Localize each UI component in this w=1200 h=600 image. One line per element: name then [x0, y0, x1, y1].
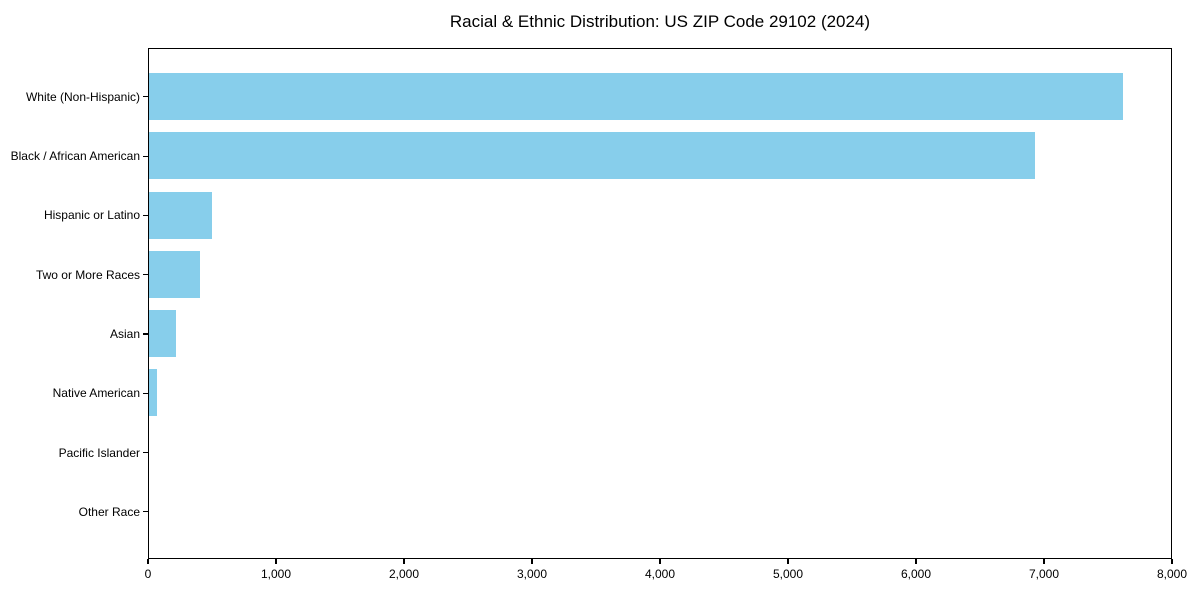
bar — [149, 132, 1035, 180]
y-tick-label: Asian — [109, 327, 140, 341]
x-tick-mark — [531, 559, 533, 564]
x-tick-mark — [787, 559, 789, 564]
y-tick-label: Other Race — [78, 504, 140, 519]
y-tick-label: Pacific Islander — [58, 445, 140, 460]
y-tick-mark — [143, 96, 148, 98]
y-tick-mark — [143, 392, 148, 394]
y-tick-label: Black / African American — [10, 149, 140, 164]
x-tick-mark — [147, 559, 149, 564]
y-tick-mark — [143, 333, 148, 335]
x-tick-label: 7,000 — [1028, 567, 1060, 581]
bar — [149, 72, 1124, 120]
y-axis-labels: White (Non-Hispanic) Black / African Amer… — [0, 48, 140, 559]
x-tick-mark — [275, 559, 277, 564]
y-tick-label: Native American — [52, 386, 140, 401]
y-tick-mark — [143, 452, 148, 454]
x-tick-label: 0 — [144, 567, 152, 581]
x-tick-mark — [1043, 559, 1045, 564]
y-tick-mark — [143, 511, 148, 513]
x-tick-label: 2,000 — [388, 567, 420, 581]
x-tick-mark — [1171, 559, 1173, 564]
x-tick-mark — [659, 559, 661, 564]
x-tick-label: 3,000 — [516, 567, 548, 581]
plot-area — [148, 48, 1172, 559]
y-tick-label: White (Non-Hispanic) — [25, 89, 140, 104]
x-tick-label: 1,000 — [260, 567, 292, 581]
bar — [149, 369, 158, 417]
y-tick-mark — [143, 274, 148, 276]
chart-title: Racial & Ethnic Distribution: US ZIP Cod… — [449, 12, 871, 31]
x-tick-mark — [403, 559, 405, 564]
y-tick-mark — [143, 214, 148, 216]
y-tick-mark — [143, 155, 148, 157]
bar — [149, 191, 213, 239]
bars-layer — [149, 49, 1171, 558]
x-tick-label: 8,000 — [1156, 567, 1188, 581]
x-tick-label: 6,000 — [900, 567, 932, 581]
y-tick-label: Two or More Races — [35, 267, 140, 282]
x-tick-label: 5,000 — [772, 567, 804, 581]
bar — [149, 310, 176, 358]
y-tick-label: Hispanic or Latino — [43, 208, 140, 223]
x-tick-mark — [915, 559, 917, 564]
x-tick-label: 4,000 — [644, 567, 676, 581]
bar — [149, 250, 201, 298]
